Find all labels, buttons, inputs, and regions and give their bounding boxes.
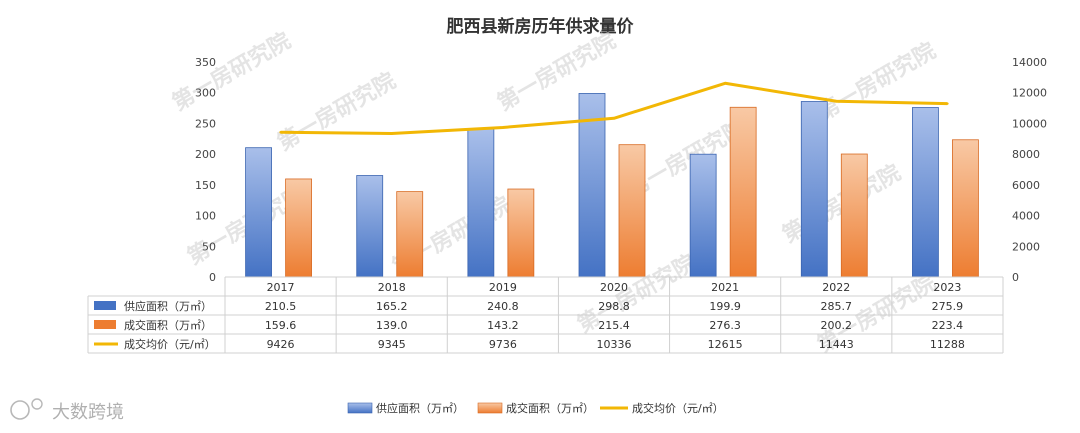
table-value: 9736 — [489, 338, 517, 351]
table-legend-swatch — [94, 320, 116, 329]
table-value: 210.5 — [265, 300, 297, 313]
table-category-label: 2019 — [489, 281, 517, 294]
table-series-name: 成交面积（万㎡） — [124, 318, 212, 332]
table-value: 199.9 — [709, 300, 741, 313]
legend: 供应面积（万㎡） 成交面积（万㎡） 成交均价（元/㎡） — [347, 401, 724, 415]
y-left-tick-label: 0 — [209, 271, 216, 284]
table-series-name: 成交均价（元/㎡） — [124, 337, 216, 351]
y-right-tick-label: 10000 — [1012, 117, 1047, 130]
y-right-tick-label: 14000 — [1012, 56, 1047, 69]
line-point — [390, 132, 393, 135]
bar-transaction — [507, 188, 535, 278]
table-value: 9345 — [378, 338, 406, 351]
legend-label: 供应面积（万㎡） — [376, 401, 464, 415]
bar-transaction — [285, 178, 312, 278]
bar-supply — [800, 101, 828, 278]
logo-icon — [10, 400, 30, 420]
table-category-label: 2022 — [822, 281, 850, 294]
y-right-tick-label: 2000 — [1012, 240, 1040, 253]
line-point — [501, 126, 505, 129]
bar-transaction — [729, 106, 757, 278]
table-value: 165.2 — [376, 300, 408, 313]
y-left-tick-label: 300 — [195, 87, 216, 100]
bar-transaction — [952, 139, 979, 278]
brand-logo: 大数跨境 — [10, 398, 124, 423]
bar-supply — [912, 107, 939, 278]
table-value: 276.3 — [709, 319, 741, 332]
watermark-text: 第一房研究院 — [168, 28, 295, 117]
table-category-label: 2018 — [378, 281, 406, 294]
table-value: 275.9 — [932, 300, 964, 313]
table-value: 12615 — [708, 338, 743, 351]
table-value: 223.4 — [932, 319, 964, 332]
line-series — [279, 81, 949, 135]
table-value: 215.4 — [598, 319, 630, 332]
y-right-tick-label: 4000 — [1012, 210, 1040, 223]
y-left-tick-label: 350 — [195, 56, 216, 69]
table-value: 285.7 — [821, 300, 853, 313]
bar-supply — [467, 128, 495, 278]
line-point — [835, 100, 838, 103]
table-category-label: 2023 — [933, 281, 961, 294]
legend-swatch — [347, 402, 373, 414]
y-right-tick-label: 12000 — [1012, 87, 1047, 100]
table-value: 240.8 — [487, 300, 519, 313]
line-point — [946, 102, 949, 105]
legend-label: 成交均价（元/㎡） — [632, 401, 724, 415]
table-value: 10336 — [597, 338, 632, 351]
table-value: 298.8 — [598, 300, 630, 313]
table-category-label: 2017 — [267, 281, 295, 294]
y-right-tick-label: 8000 — [1012, 148, 1040, 161]
legend-label: 成交面积（万㎡） — [506, 401, 594, 415]
table-category-label: 2021 — [711, 281, 739, 294]
bar-supply — [578, 93, 606, 278]
y-left-tick-label: 250 — [195, 117, 216, 130]
data-table: 2017 2018 2019 2020 2021 2022 2023 供应面积（万㎡） 210.… — [87, 276, 1004, 354]
table-value: 143.2 — [487, 319, 519, 332]
legend-swatch — [477, 402, 503, 414]
y-left-tick-label: 200 — [195, 148, 216, 161]
logo-text: 大数跨境 — [52, 402, 124, 423]
table-value: 159.6 — [265, 319, 297, 332]
bar-transaction — [618, 144, 646, 278]
watermark-text: 第一房研究院 — [273, 68, 400, 157]
table-legend-swatch — [94, 301, 116, 310]
table-value: 11443 — [819, 338, 854, 351]
table-value: 11288 — [930, 338, 965, 351]
line-point — [279, 131, 282, 134]
bar-supply — [689, 153, 717, 278]
line-point — [723, 82, 727, 85]
bar-supply — [356, 175, 384, 278]
y-left-tick-label: 100 — [195, 210, 216, 223]
line-point — [612, 117, 616, 120]
bar-supply — [245, 147, 272, 278]
table-category-label: 2020 — [600, 281, 628, 294]
table-series-name: 供应面积（万㎡） — [124, 299, 212, 313]
bar-transaction — [396, 191, 424, 278]
chart-title: 肥西县新房历年供求量价 — [447, 16, 635, 37]
y-left-tick-label: 50 — [202, 240, 216, 253]
y-left-tick-label: 150 — [195, 179, 216, 192]
table-value: 200.2 — [821, 319, 853, 332]
bars — [245, 93, 979, 278]
table-value: 9426 — [267, 338, 295, 351]
bar-transaction — [840, 153, 868, 278]
y-right-tick-label: 6000 — [1012, 179, 1040, 192]
y-right-tick-label: 0 — [1012, 271, 1019, 284]
table-value: 139.0 — [376, 319, 408, 332]
